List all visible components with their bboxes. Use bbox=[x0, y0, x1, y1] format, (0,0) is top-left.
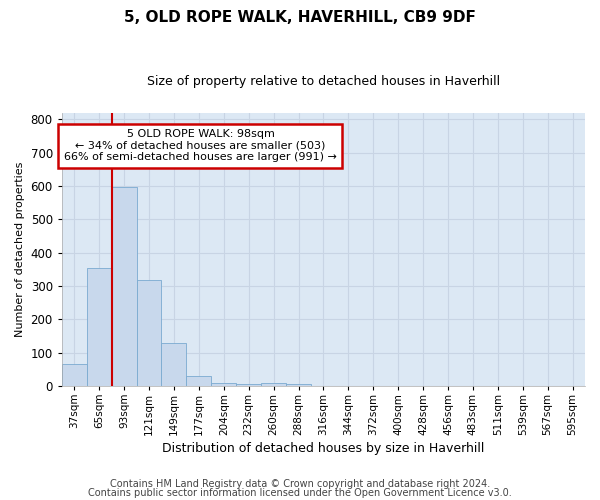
Bar bbox=[286, 384, 311, 386]
Bar bbox=[187, 376, 211, 386]
Bar bbox=[161, 342, 187, 386]
Bar bbox=[62, 364, 87, 386]
Text: Contains HM Land Registry data © Crown copyright and database right 2024.: Contains HM Land Registry data © Crown c… bbox=[110, 479, 490, 489]
Bar bbox=[211, 384, 236, 386]
Bar bbox=[112, 187, 137, 386]
X-axis label: Distribution of detached houses by size in Haverhill: Distribution of detached houses by size … bbox=[162, 442, 485, 455]
Bar bbox=[137, 280, 161, 386]
Bar bbox=[87, 268, 112, 386]
Text: 5 OLD ROPE WALK: 98sqm
← 34% of detached houses are smaller (503)
66% of semi-de: 5 OLD ROPE WALK: 98sqm ← 34% of detached… bbox=[64, 129, 337, 162]
Y-axis label: Number of detached properties: Number of detached properties bbox=[15, 162, 25, 337]
Bar bbox=[236, 384, 261, 386]
Text: Contains public sector information licensed under the Open Government Licence v3: Contains public sector information licen… bbox=[88, 488, 512, 498]
Text: 5, OLD ROPE WALK, HAVERHILL, CB9 9DF: 5, OLD ROPE WALK, HAVERHILL, CB9 9DF bbox=[124, 10, 476, 25]
Title: Size of property relative to detached houses in Haverhill: Size of property relative to detached ho… bbox=[147, 75, 500, 88]
Bar bbox=[261, 382, 286, 386]
